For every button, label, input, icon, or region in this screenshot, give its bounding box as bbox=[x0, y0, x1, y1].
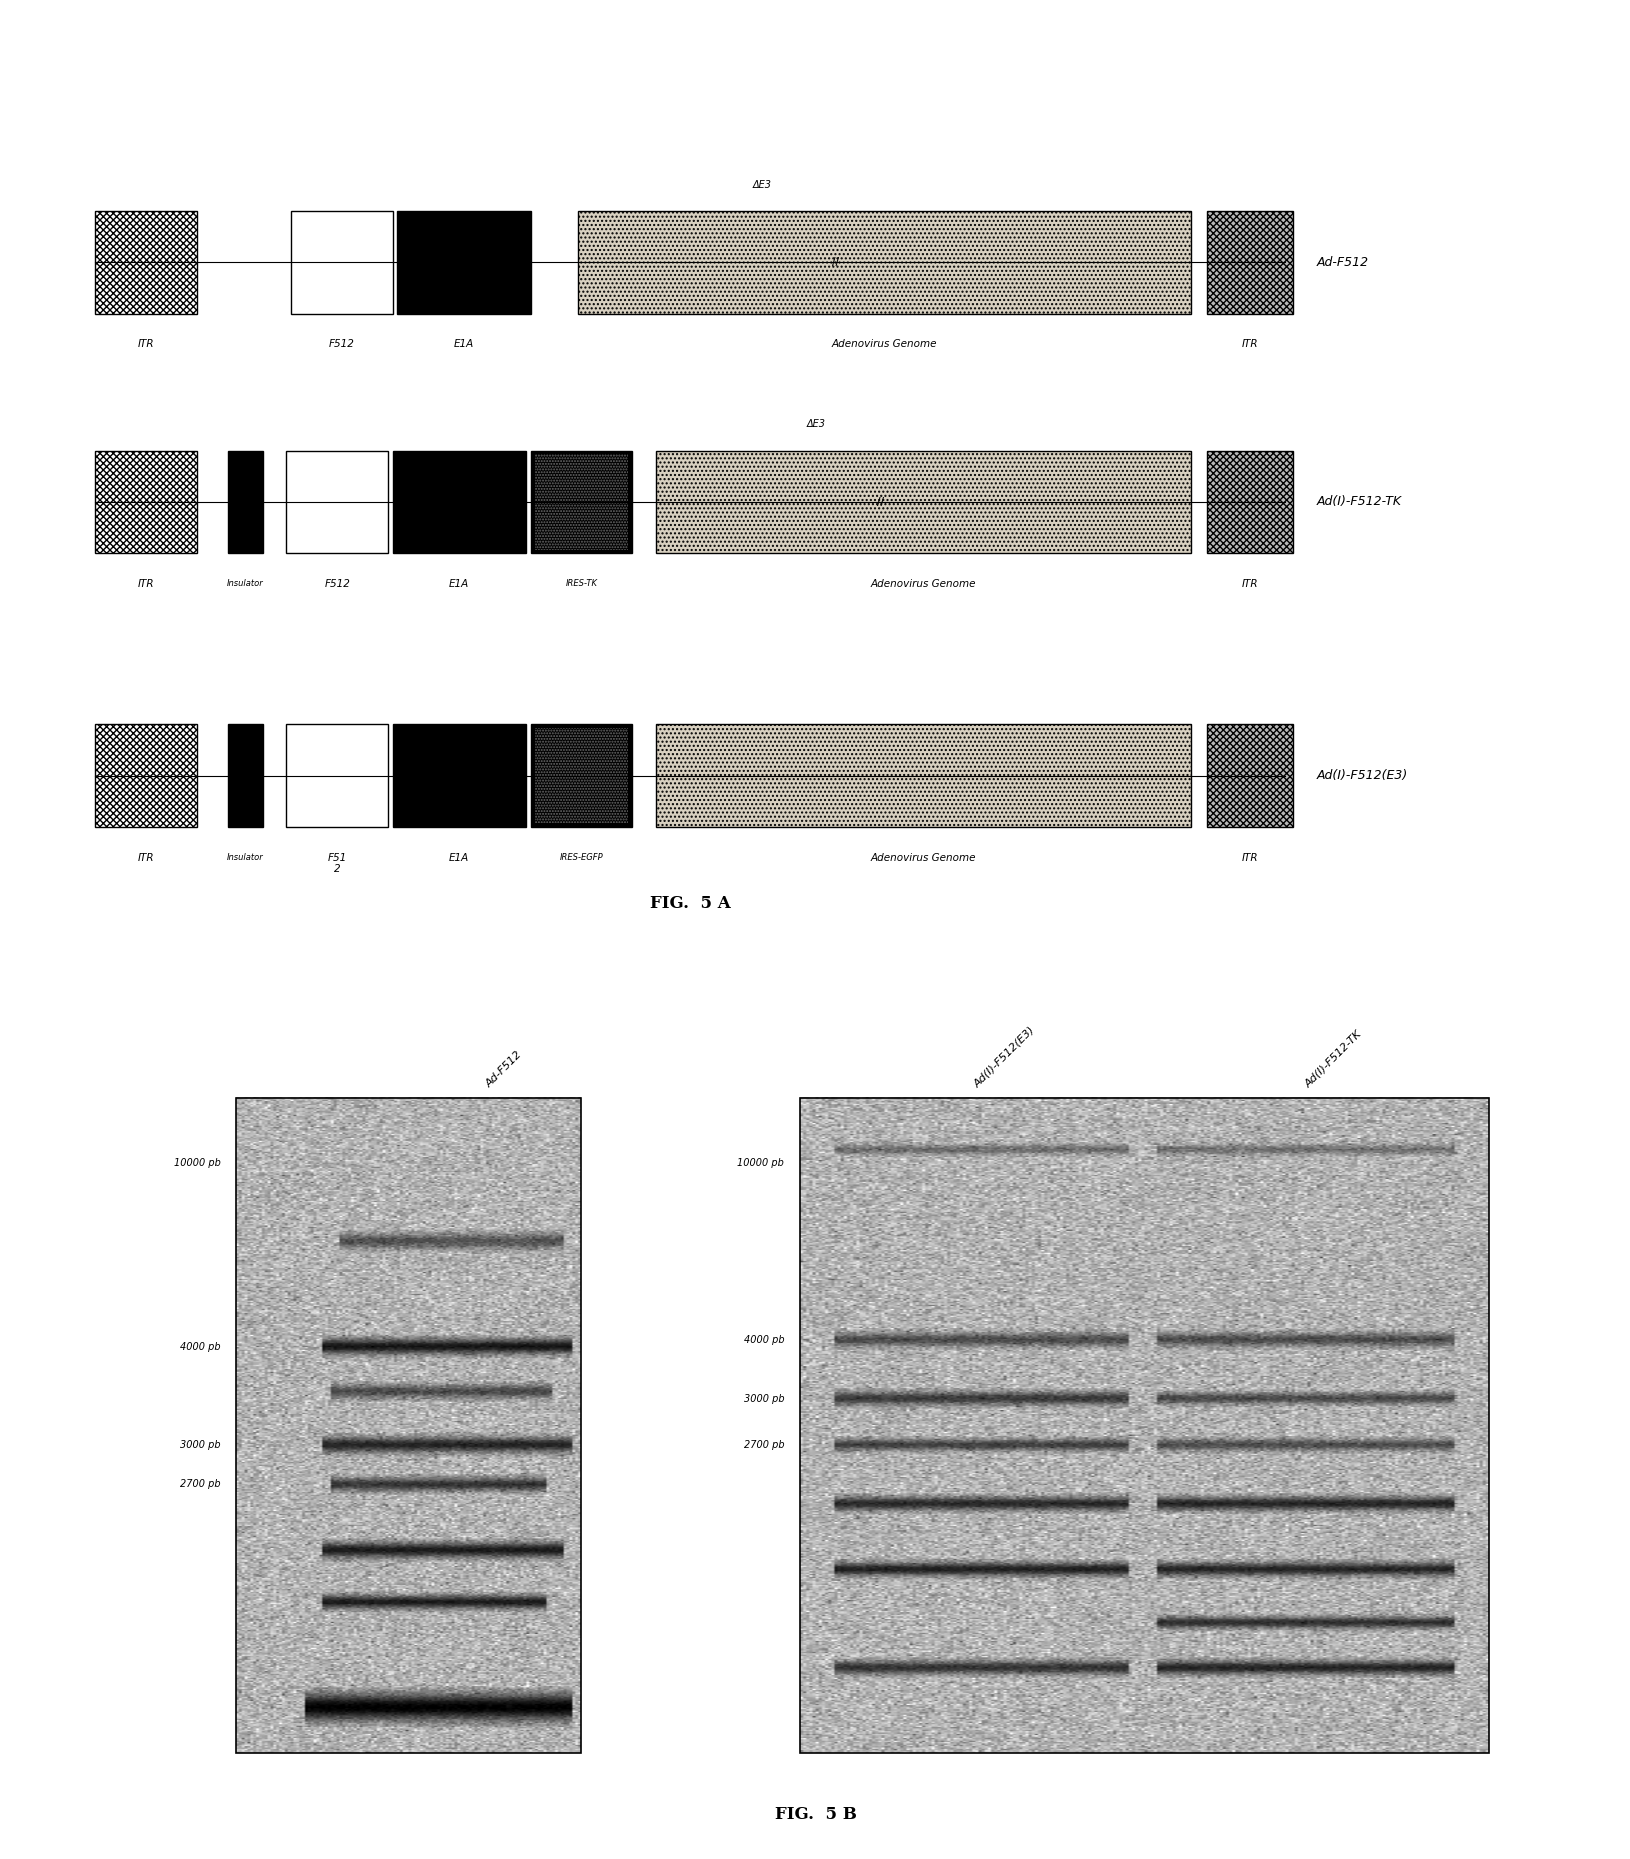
Bar bbox=[95, 212, 197, 314]
Text: F512: F512 bbox=[324, 578, 350, 589]
Bar bbox=[530, 725, 632, 827]
Text: 3000 pb: 3000 pb bbox=[179, 1441, 220, 1450]
Text: ΔE3: ΔE3 bbox=[807, 420, 825, 429]
Bar bbox=[290, 212, 393, 314]
Text: 4000 pb: 4000 pb bbox=[179, 1342, 220, 1351]
Bar bbox=[799, 1097, 1488, 1753]
Bar bbox=[393, 725, 525, 827]
Text: Adenovirus Genome: Adenovirus Genome bbox=[870, 578, 976, 589]
Text: 10000 pb: 10000 pb bbox=[173, 1158, 220, 1167]
Text: 2700 pb: 2700 pb bbox=[179, 1480, 220, 1489]
Text: Ad(I)-F512-TK: Ad(I)-F512-TK bbox=[1302, 1028, 1363, 1089]
Text: F512: F512 bbox=[329, 340, 355, 349]
Bar bbox=[577, 212, 1190, 314]
Text: ΔE3: ΔE3 bbox=[751, 180, 771, 190]
Text: //: // bbox=[877, 496, 883, 508]
Bar bbox=[1206, 450, 1293, 554]
Text: 3000 pb: 3000 pb bbox=[743, 1394, 784, 1404]
Text: Ad(I)-F512(E3): Ad(I)-F512(E3) bbox=[1315, 770, 1407, 783]
Bar bbox=[1206, 725, 1293, 827]
Text: ITR: ITR bbox=[1240, 340, 1257, 349]
Text: 2700 pb: 2700 pb bbox=[743, 1441, 784, 1450]
Bar bbox=[530, 450, 632, 554]
Text: IRES-TK: IRES-TK bbox=[566, 578, 597, 587]
Bar bbox=[95, 450, 197, 554]
Text: E1A: E1A bbox=[448, 578, 469, 589]
Text: IRES-EGFP: IRES-EGFP bbox=[559, 853, 603, 861]
Text: E1A: E1A bbox=[453, 340, 474, 349]
Text: F51
2: F51 2 bbox=[328, 853, 347, 874]
Bar bbox=[393, 450, 525, 554]
Text: E1A: E1A bbox=[448, 853, 469, 863]
Text: Insulator: Insulator bbox=[227, 853, 264, 861]
Bar bbox=[398, 212, 530, 314]
Bar bbox=[655, 450, 1190, 554]
Bar bbox=[287, 450, 388, 554]
Text: FIG.  5 A: FIG. 5 A bbox=[649, 896, 730, 913]
Text: ITR: ITR bbox=[139, 853, 155, 863]
Text: Ad-F512: Ad-F512 bbox=[1315, 257, 1368, 270]
Text: Adenovirus Genome: Adenovirus Genome bbox=[870, 853, 976, 863]
Bar bbox=[535, 727, 628, 824]
Bar bbox=[1206, 212, 1293, 314]
Bar bbox=[655, 725, 1190, 827]
Bar bbox=[236, 1097, 580, 1753]
Text: Ad-F512: Ad-F512 bbox=[484, 1048, 523, 1089]
Text: Ad(I)-F512(E3): Ad(I)-F512(E3) bbox=[971, 1024, 1037, 1089]
Bar bbox=[95, 725, 197, 827]
Text: ITR: ITR bbox=[139, 340, 155, 349]
Text: Adenovirus Genome: Adenovirus Genome bbox=[831, 340, 937, 349]
Text: ITR: ITR bbox=[139, 578, 155, 589]
Text: Ad(I)-F512-TK: Ad(I)-F512-TK bbox=[1315, 496, 1400, 508]
Bar bbox=[228, 450, 262, 554]
Bar bbox=[287, 725, 388, 827]
Text: Insulator: Insulator bbox=[227, 578, 264, 587]
Text: 10000 pb: 10000 pb bbox=[737, 1158, 784, 1167]
Bar bbox=[535, 454, 628, 550]
Text: 4000 pb: 4000 pb bbox=[743, 1335, 784, 1346]
Bar bbox=[228, 725, 262, 827]
Text: FIG.  5 B: FIG. 5 B bbox=[774, 1805, 856, 1824]
Text: //: // bbox=[831, 258, 838, 268]
Text: ITR: ITR bbox=[1240, 578, 1257, 589]
Text: ITR: ITR bbox=[1240, 853, 1257, 863]
